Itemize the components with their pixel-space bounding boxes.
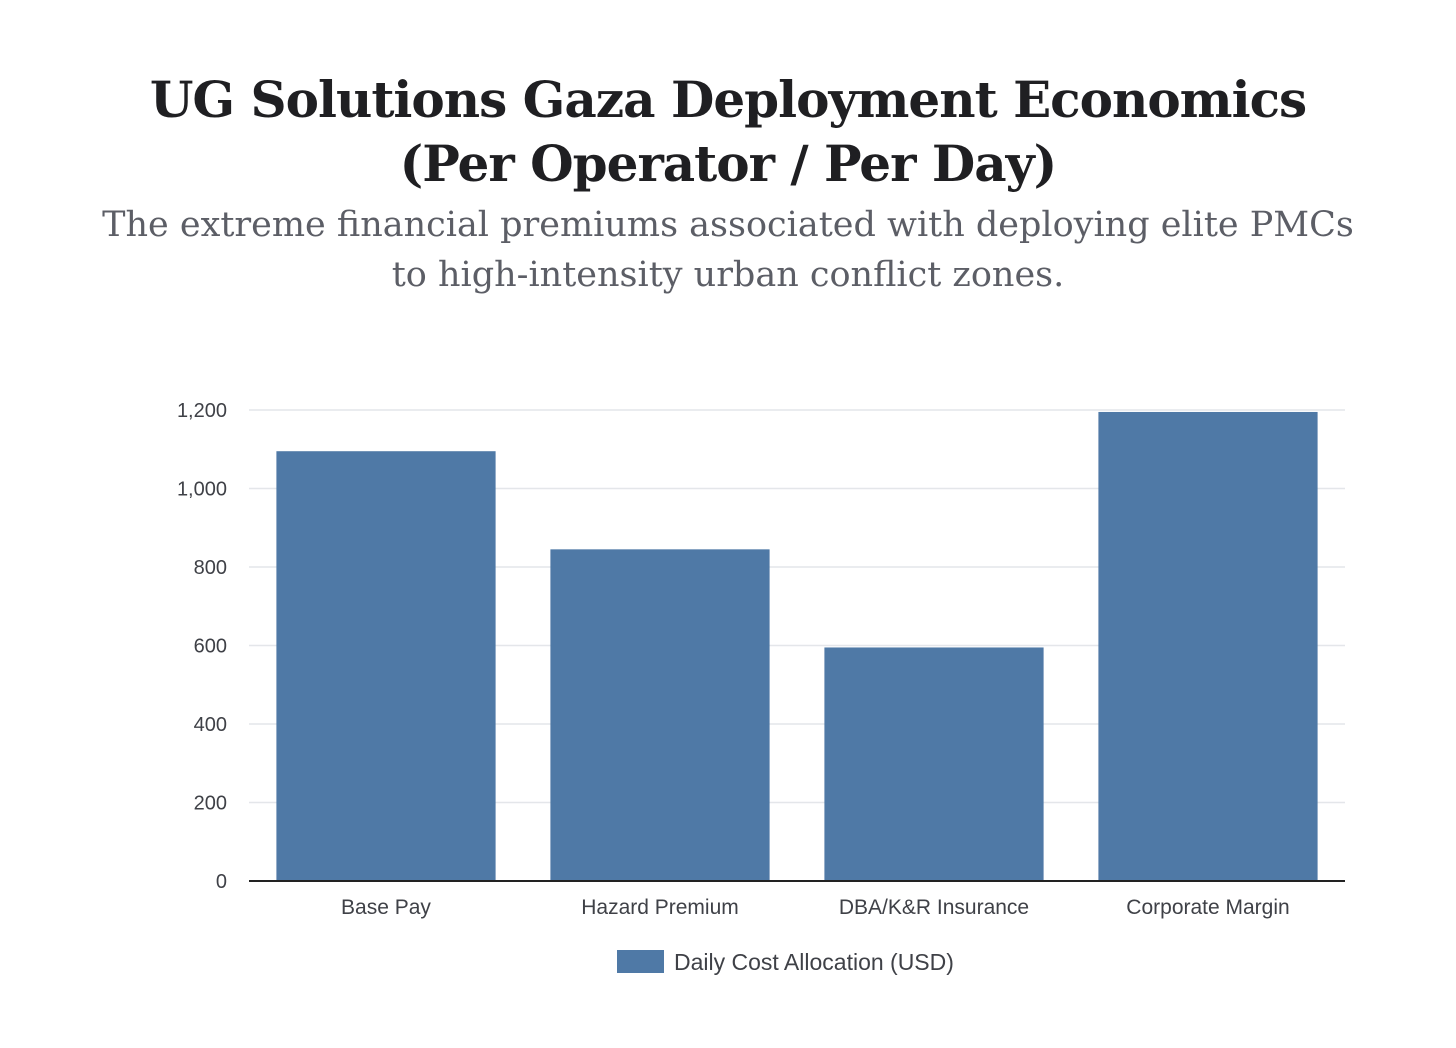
y-tick-label: 800 [194,557,227,579]
y-tick-label: 1,200 [177,400,227,422]
bar[interactable] [550,549,770,881]
legend: Daily Cost Allocation (USD) [617,949,954,975]
bar[interactable] [824,647,1044,881]
chart-subtitle: The extreme financial premiums associate… [102,205,1354,295]
legend-label: Daily Cost Allocation (USD) [674,949,954,975]
x-axis-labels: Base Pay Hazard Premium DBA/K&R Insurance C… [341,896,1290,919]
y-tick-label: 600 [194,636,227,658]
y-tick-label: 400 [194,714,227,736]
y-axis-ticks: 0 200 400 600 800 1,000 1,200 [177,400,227,893]
x-tick-label: DBA/K&R Insurance [839,896,1029,919]
y-tick-label: 0 [216,871,227,893]
x-tick-label: Hazard Premium [581,896,739,919]
bars [276,411,1318,881]
x-tick-label: Base Pay [341,896,431,919]
chart-title: UG Solutions Gaza Deployment Economics (… [149,70,1307,193]
bar[interactable] [276,451,496,881]
y-tick-label: 200 [194,793,227,815]
y-tick-label: 1,000 [177,479,227,501]
legend-swatch[interactable] [617,950,664,973]
bar[interactable] [1098,411,1318,881]
x-tick-label: Corporate Margin [1126,896,1289,919]
